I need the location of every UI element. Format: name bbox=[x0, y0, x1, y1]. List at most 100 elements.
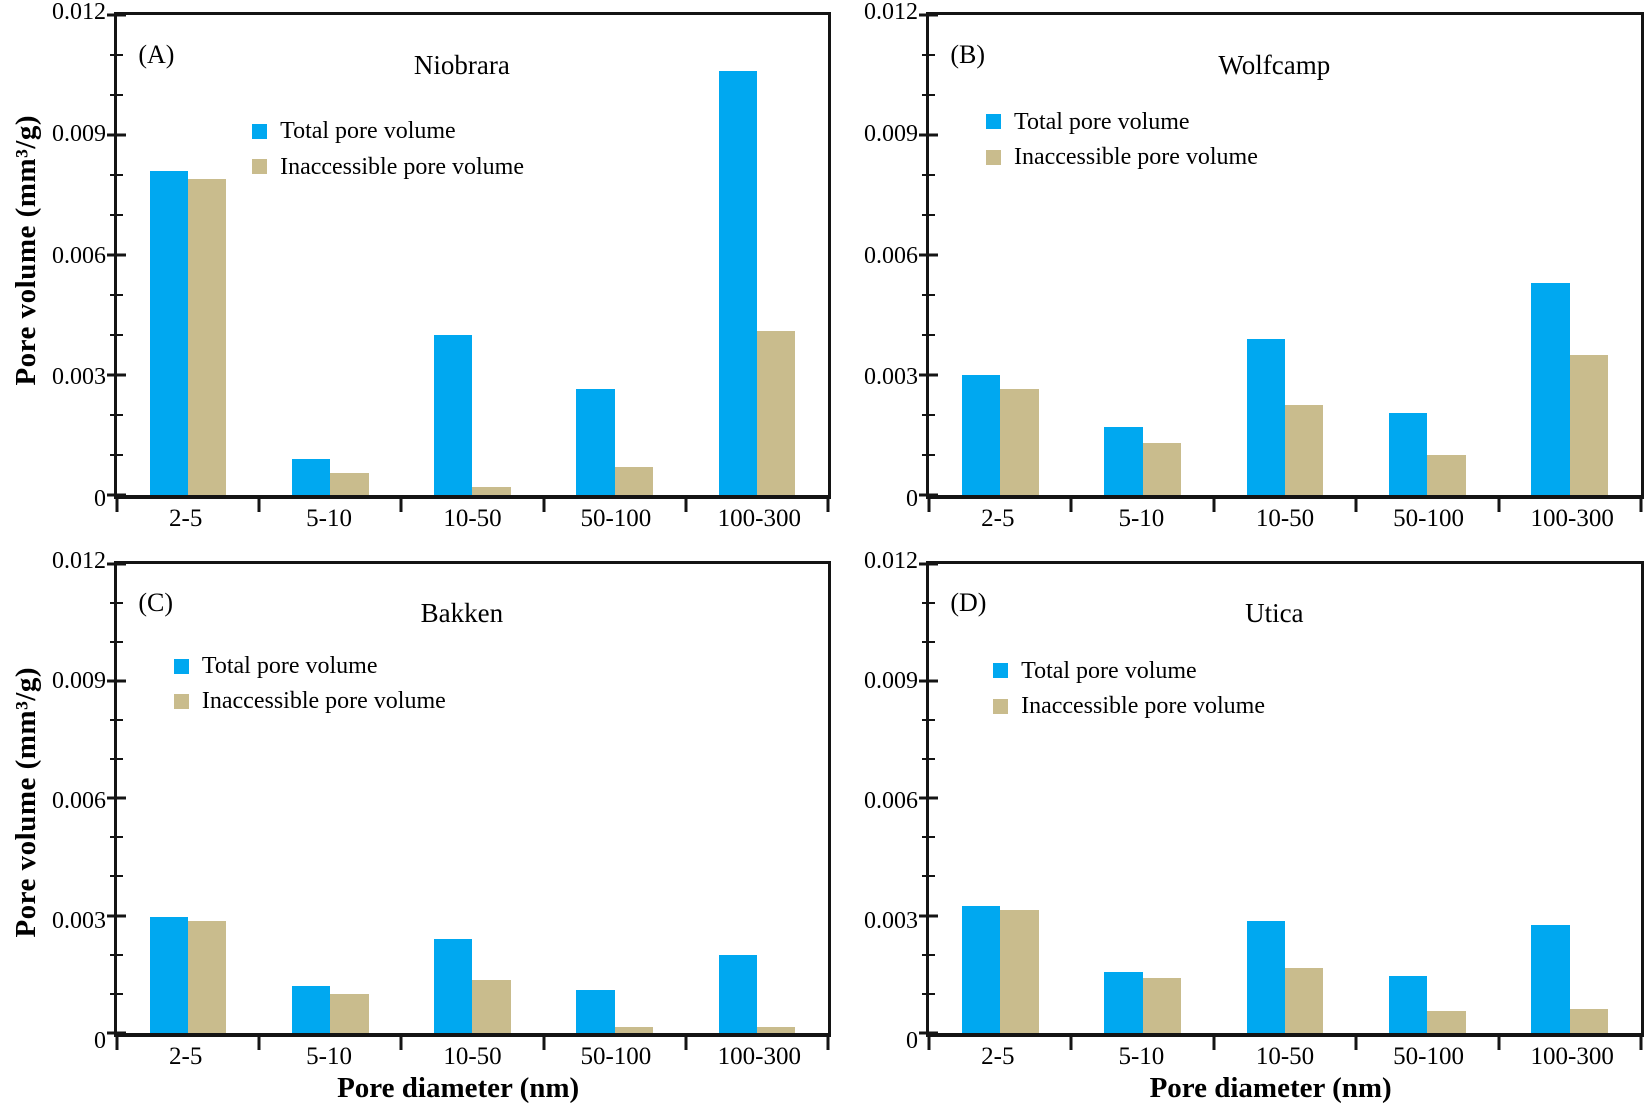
y-major-tick bbox=[107, 679, 126, 683]
bar-total bbox=[961, 375, 1001, 495]
panel-d-x-tick-labels: 2-5 5-10 10-50 50-100 100-300 bbox=[926, 1037, 1644, 1071]
bar-group bbox=[259, 564, 401, 1033]
y-major-tick bbox=[919, 493, 938, 497]
x-boundary-tick bbox=[115, 1036, 119, 1050]
bar-inaccessible bbox=[756, 1026, 796, 1033]
panel-letter: (D) bbox=[950, 588, 987, 618]
y-tick-label: 0.009 bbox=[864, 668, 918, 694]
panel-a-y-tick-labels: 0 0.003 0.006 0.009 0.012 bbox=[49, 0, 114, 511]
bar-group bbox=[1356, 15, 1498, 495]
y-axis-title-top: Pore volume (mm³/g) bbox=[4, 0, 49, 500]
x-axis-title: Pore diameter (nm) bbox=[337, 1072, 580, 1105]
bar-total bbox=[1388, 413, 1428, 495]
x-boundary-tick bbox=[684, 499, 688, 512]
y-tick-label: 0 bbox=[94, 486, 106, 512]
legend-label: Inaccessible pore volume bbox=[201, 688, 446, 715]
y-major-tick bbox=[107, 914, 126, 918]
bar-total bbox=[149, 917, 189, 1033]
y-major-tick bbox=[107, 562, 126, 566]
x-boundary-tick bbox=[927, 499, 931, 512]
y-minor-tick bbox=[110, 214, 123, 216]
bar-group bbox=[929, 564, 1071, 1033]
y-minor-tick bbox=[110, 641, 123, 644]
bar-total bbox=[434, 335, 473, 495]
x-boundary-tick bbox=[115, 499, 119, 512]
y-minor-tick bbox=[110, 334, 123, 337]
bar-group bbox=[1356, 564, 1498, 1033]
y-minor-tick bbox=[922, 758, 935, 761]
y-tick-label: 0.006 bbox=[52, 788, 106, 814]
x-boundary-tick bbox=[1069, 1036, 1073, 1050]
x-category-label: 5-10 bbox=[1118, 505, 1165, 532]
x-category-label: 5-10 bbox=[306, 505, 353, 532]
bar-inaccessible bbox=[330, 993, 369, 1033]
bar-group bbox=[401, 15, 543, 495]
bar-inaccessible bbox=[1142, 443, 1182, 495]
y-major-tick bbox=[107, 493, 126, 497]
x-boundary-tick bbox=[826, 499, 830, 512]
y-minor-tick bbox=[922, 54, 935, 56]
y-tick-label: 0.009 bbox=[864, 120, 918, 147]
y-major-tick bbox=[107, 796, 126, 800]
x-boundary-tick bbox=[1497, 499, 1501, 512]
bar-group bbox=[686, 15, 828, 495]
x-category-label: 100-300 bbox=[1530, 505, 1614, 532]
bar-group bbox=[544, 564, 686, 1033]
legend-item: Total pore volume bbox=[173, 653, 446, 679]
x-category-label: 5-10 bbox=[306, 1042, 353, 1070]
legend-swatch-total bbox=[985, 114, 1001, 130]
y-minor-tick bbox=[922, 602, 935, 605]
bar-group bbox=[117, 564, 259, 1033]
y-major-tick bbox=[919, 796, 938, 800]
y-major-tick bbox=[107, 253, 126, 257]
x-boundary-tick bbox=[1212, 499, 1216, 512]
y-minor-tick bbox=[922, 836, 935, 839]
y-tick-label: 0.009 bbox=[52, 120, 106, 147]
panel-b-y-tick-labels: 0 0.003 0.006 0.009 0.012 bbox=[831, 0, 926, 511]
panel-a: 0 0.003 0.006 0.009 0.012 (A) Niobrara Total p… bbox=[49, 0, 831, 557]
y-minor-tick bbox=[110, 454, 123, 457]
legend: Total pore volume Inaccessible pore volum… bbox=[252, 118, 524, 180]
panel-c-plot-wrap: (C) Bakken Total pore volume Inaccessible p… bbox=[107, 557, 831, 1114]
bar-inaccessible bbox=[188, 921, 227, 1033]
y-minor-tick bbox=[110, 174, 123, 177]
y-tick-label: 0 bbox=[94, 1028, 106, 1054]
x-boundary-tick bbox=[826, 1036, 830, 1050]
legend-label: Total pore volume bbox=[1021, 657, 1197, 684]
legend-label: Total pore volume bbox=[280, 118, 456, 145]
bar-inaccessible bbox=[472, 487, 511, 495]
x-boundary-tick bbox=[257, 1036, 261, 1050]
x-category-label: 50-100 bbox=[1393, 1042, 1465, 1070]
y-major-tick bbox=[107, 373, 126, 377]
x-category-label: 2-5 bbox=[981, 505, 1015, 532]
bar-total bbox=[576, 989, 615, 1033]
panel-letter: (C) bbox=[138, 588, 173, 618]
y-major-tick bbox=[107, 133, 126, 137]
bar-total bbox=[149, 171, 189, 495]
bar-inaccessible bbox=[1427, 455, 1466, 495]
x-category-label: 50-100 bbox=[1393, 505, 1465, 532]
y-minor-tick bbox=[922, 334, 935, 337]
bar-inaccessible bbox=[472, 979, 511, 1033]
y-major-tick bbox=[919, 253, 938, 257]
y-minor-tick bbox=[110, 758, 123, 761]
y-axis-title-text: Pore volume (mm³/g) bbox=[10, 666, 42, 938]
bars bbox=[929, 15, 1641, 495]
x-boundary-tick bbox=[1069, 499, 1073, 512]
bar-group bbox=[929, 15, 1071, 495]
panel-title: Wolfcamp bbox=[1218, 49, 1331, 80]
bar-total bbox=[291, 985, 331, 1033]
bar-inaccessible bbox=[188, 179, 227, 495]
panel-b: 0 0.003 0.006 0.009 0.012 (B) Wolfcamp Total p… bbox=[831, 0, 1644, 557]
x-category-label: 100-300 bbox=[1530, 1042, 1614, 1070]
y-minor-tick bbox=[110, 992, 123, 995]
bar-group bbox=[1071, 564, 1213, 1033]
bar-inaccessible bbox=[1569, 355, 1609, 495]
bar-group bbox=[259, 15, 401, 495]
panel-title: Niobrara bbox=[413, 49, 510, 80]
y-minor-tick bbox=[922, 719, 935, 722]
panel-d-y-tick-labels: 0 0.003 0.006 0.009 0.012 bbox=[831, 549, 926, 1053]
bar-total bbox=[1246, 339, 1285, 495]
y-major-tick bbox=[919, 1031, 938, 1035]
